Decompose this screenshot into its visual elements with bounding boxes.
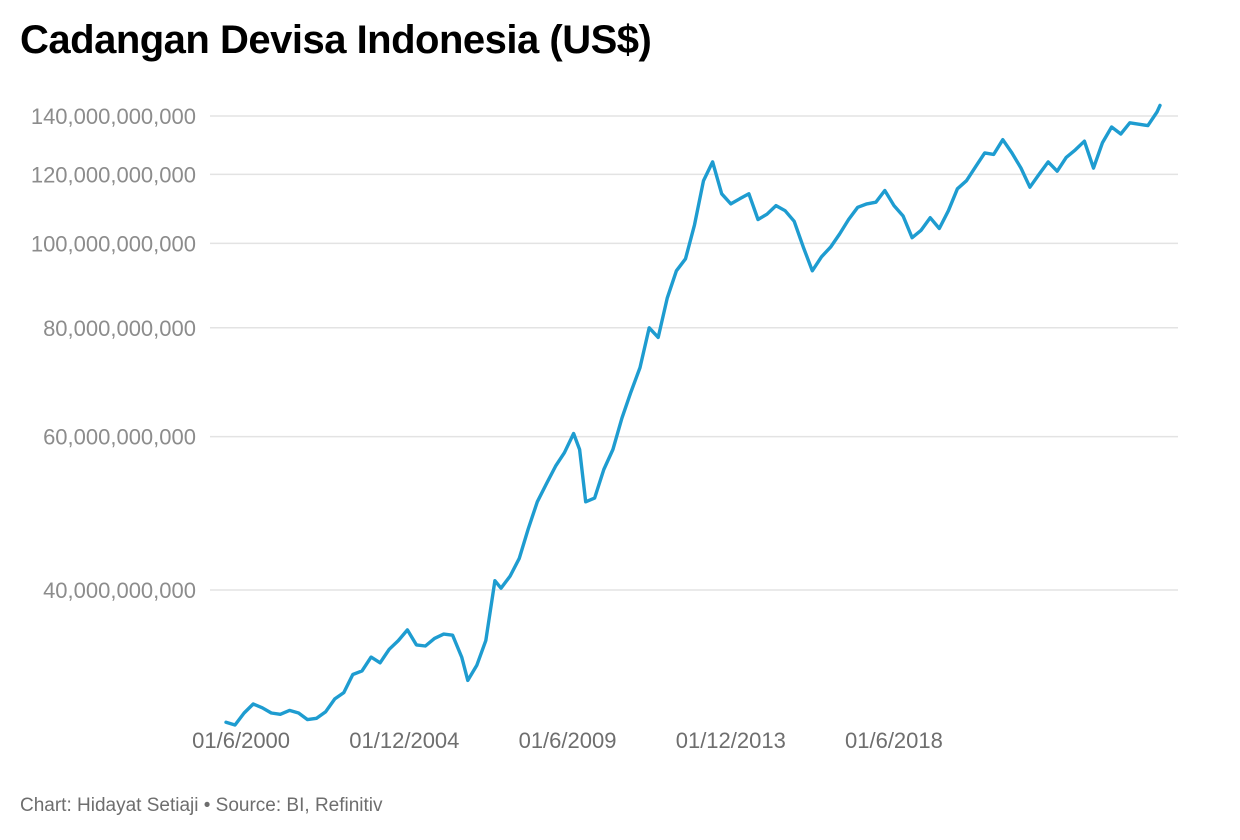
y-tick-label: 100,000,000,000 bbox=[31, 231, 196, 256]
series-line-reserves bbox=[224, 103, 1162, 727]
y-tick-label: 80,000,000,000 bbox=[43, 316, 196, 341]
x-tick-label: 01/6/2009 bbox=[519, 728, 617, 753]
y-tick-label: 120,000,000,000 bbox=[31, 162, 196, 187]
line-chart: 40,000,000,000 60,000,000,000 80,000,000,0… bbox=[31, 103, 1178, 753]
x-axis-ticks: 01/6/2000 01/12/2004 01/6/2009 01/12/2013 01… bbox=[192, 728, 943, 753]
chart-footer: Chart: Hidayat Setiaji • Source: BI, Ref… bbox=[20, 795, 383, 816]
x-tick-label: 01/6/2018 bbox=[845, 728, 943, 753]
y-axis-ticks: 40,000,000,000 60,000,000,000 80,000,000,0… bbox=[31, 104, 196, 603]
x-tick-label: 01/12/2004 bbox=[349, 728, 459, 753]
x-tick-label: 01/6/2000 bbox=[192, 728, 290, 753]
y-tick-label: 60,000,000,000 bbox=[43, 425, 196, 450]
x-tick-label: 01/12/2013 bbox=[676, 728, 786, 753]
y-tick-label: 140,000,000,000 bbox=[31, 104, 196, 129]
chart-title: Cadangan Devisa Indonesia (US$) bbox=[20, 18, 652, 62]
gridlines bbox=[210, 115, 1178, 591]
y-tick-label: 40,000,000,000 bbox=[43, 578, 196, 603]
